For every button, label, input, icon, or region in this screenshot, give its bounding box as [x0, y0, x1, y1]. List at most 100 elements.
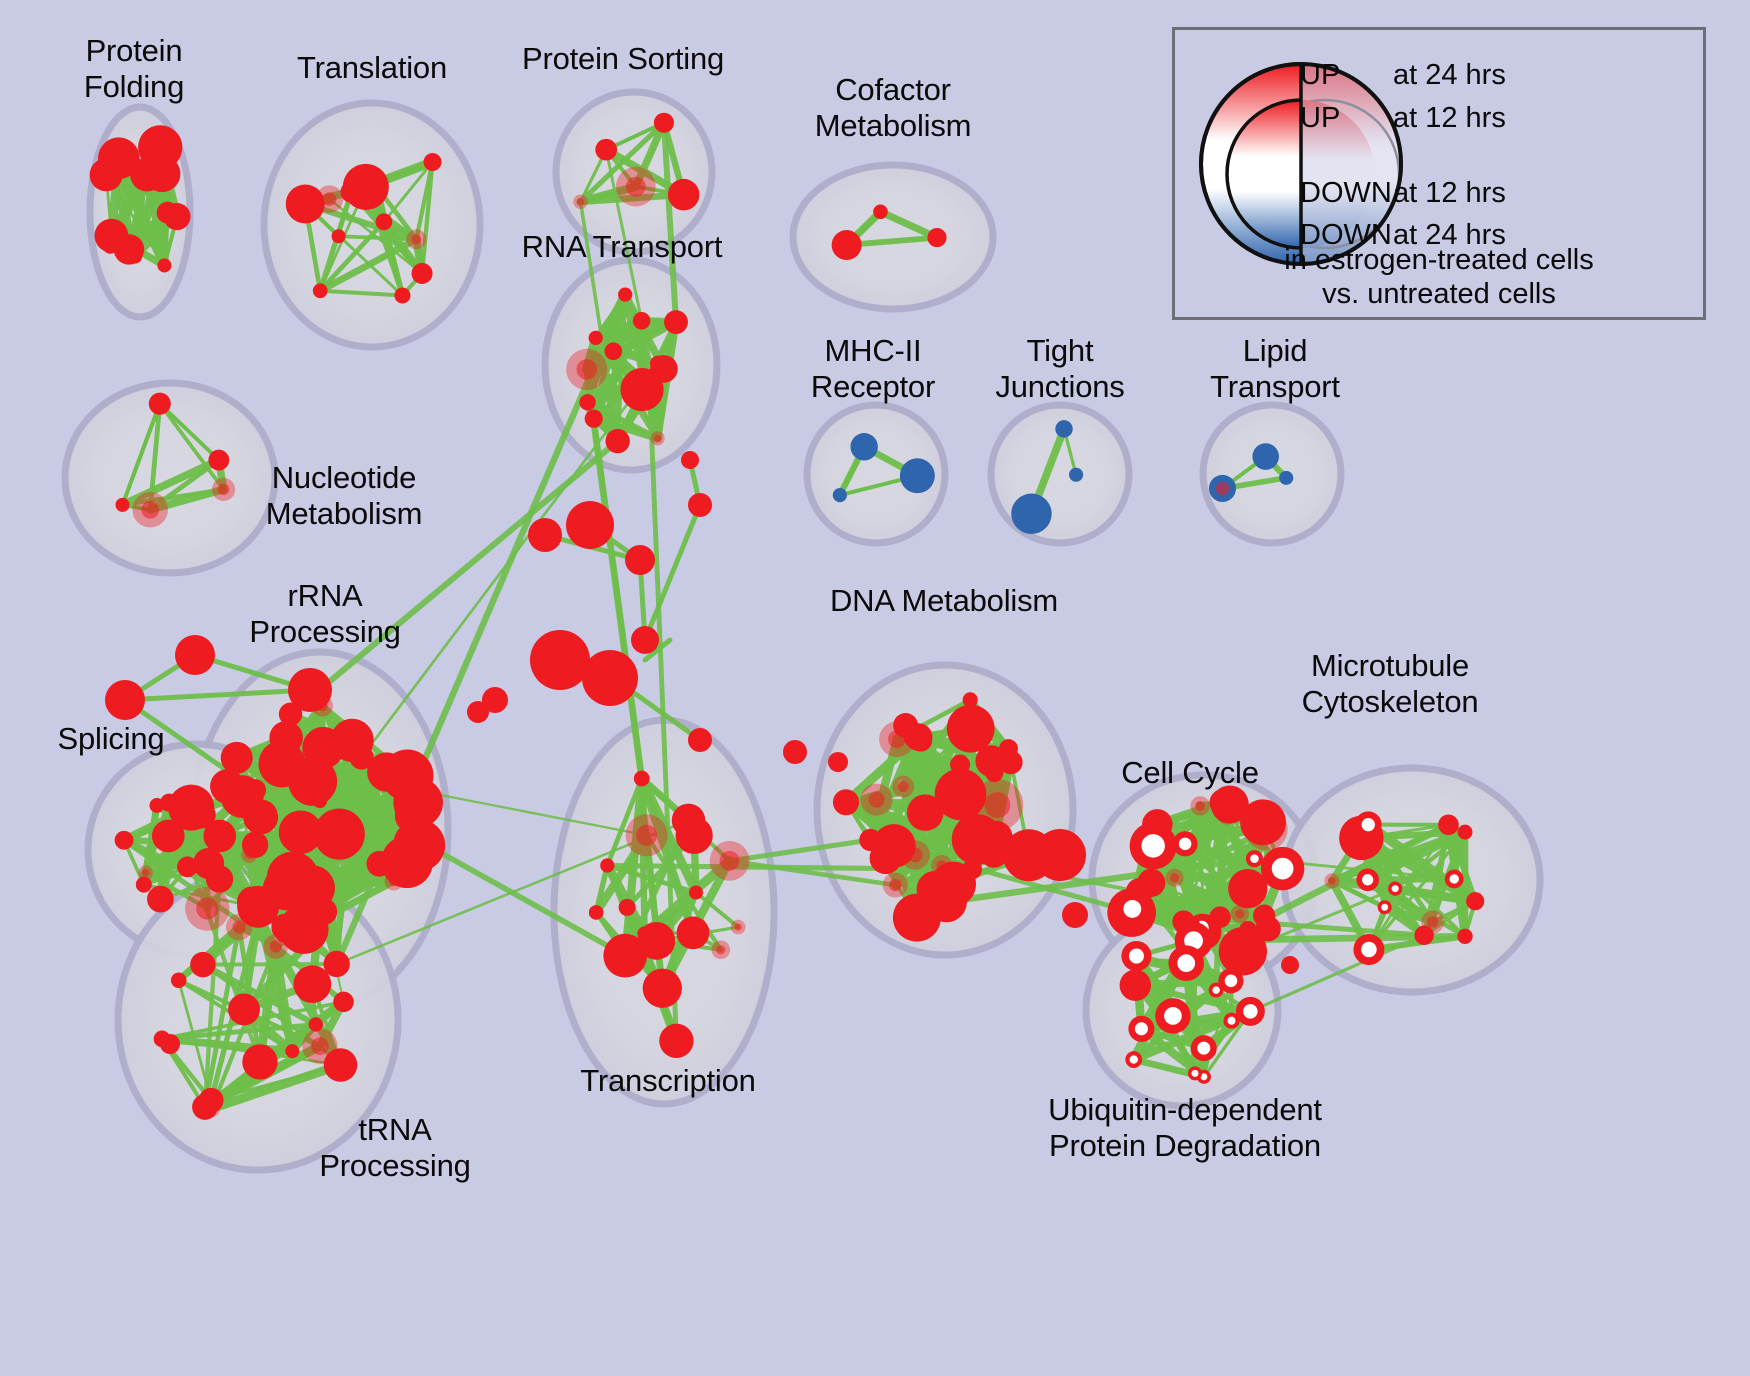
node-inner-disc-12h: [165, 1039, 175, 1049]
gene-node: [1466, 892, 1485, 911]
node-inner-disc-12h: [652, 978, 673, 999]
node-inner-disc-12h: [108, 147, 130, 169]
gene-node: [1125, 1051, 1143, 1068]
gene-node: [288, 756, 338, 806]
node-inner-disc-12h: [338, 996, 349, 1007]
cluster-hull-protein-sorting: [552, 88, 716, 256]
gene-node: [406, 229, 427, 250]
network-edge: [207, 1060, 345, 1114]
node-inner-disc-12h: [1072, 471, 1080, 479]
network-edge: [318, 288, 405, 298]
node-inner-disc-12h: [213, 454, 225, 466]
node-inner-disc-12h: [106, 242, 115, 250]
network-edge: [380, 218, 426, 278]
gene-node: [946, 704, 995, 753]
gene-node: [228, 993, 260, 1026]
node-inner-disc-12h: [936, 891, 957, 913]
node-inner-disc-12h: [302, 974, 322, 994]
gene-node: [1223, 1012, 1240, 1029]
gene-node: [147, 885, 174, 913]
network-edge: [251, 362, 660, 904]
node-inner-disc-12h: [355, 751, 368, 764]
gene-node: [625, 545, 655, 575]
gene-node: [132, 491, 168, 528]
gene-node: [323, 950, 350, 978]
node-inner-disc-12h: [1470, 896, 1480, 906]
gene-node: [375, 213, 393, 231]
node-inner-disc-12h: [376, 762, 397, 782]
gene-node: [595, 138, 618, 161]
node-inner-disc-12h: [632, 552, 648, 568]
node-inner-disc-12h: [1461, 828, 1469, 836]
node-inner-disc-12h: [1259, 449, 1273, 464]
gene-node: [528, 518, 562, 552]
node-inner-disc-12h: [1141, 834, 1165, 858]
node-inner-disc-12h: [839, 237, 855, 253]
gene-node: [904, 723, 933, 751]
node-inner-disc-12h: [1224, 974, 1238, 988]
node-inner-disc-12h: [1227, 1016, 1236, 1025]
node-inner-disc-12h: [115, 690, 135, 710]
node-inner-disc-12h: [472, 706, 484, 718]
gene-node: [1119, 969, 1152, 1001]
node-inner-disc-12h: [1391, 885, 1399, 893]
node-inner-disc-12h: [312, 737, 334, 759]
gene-node: [275, 925, 293, 943]
gene-node: [97, 137, 140, 180]
node-inner-disc-12h: [1212, 986, 1220, 994]
gene-node: [1353, 934, 1385, 966]
gene-node: [102, 238, 119, 254]
network-edge: [578, 199, 620, 443]
node-inner-disc-12h: [1178, 837, 1192, 851]
gene-node: [313, 808, 365, 860]
node-inner-disc-12h: [249, 784, 261, 796]
node-inner-disc-12h: [932, 232, 942, 243]
network-edge: [1195, 801, 1259, 863]
node-inner-disc-12h: [121, 241, 137, 258]
legend-key-down-24: DOWN: [1300, 219, 1392, 251]
gene-node: [1252, 443, 1279, 470]
node-inner-disc-12h: [638, 633, 652, 647]
network-edge: [159, 1021, 319, 1042]
gene-node: [193, 847, 225, 880]
node-inner-disc-12h: [622, 903, 632, 912]
node-inner-disc-12h: [583, 398, 592, 407]
node-inner-disc-12h: [215, 828, 225, 838]
node-inner-disc-12h: [684, 924, 702, 942]
node-inner-disc-12h: [621, 291, 629, 299]
node-inner-disc-12h: [611, 435, 624, 448]
gene-node: [962, 692, 978, 708]
node-inner-disc-12h: [1177, 954, 1196, 973]
node-inner-disc-12h: [1381, 903, 1389, 911]
gene-node: [832, 488, 847, 503]
node-inner-disc-12h: [322, 192, 337, 206]
node-inner-disc-12h: [153, 801, 161, 810]
gene-node: [1208, 982, 1224, 998]
network-edge: [660, 119, 680, 326]
gene-node: [971, 779, 1024, 831]
gene-node: [637, 926, 652, 941]
network-edge: [1445, 821, 1479, 905]
gene-node: [467, 701, 489, 723]
gene-node: [1155, 998, 1191, 1034]
network-edge: [1422, 899, 1477, 938]
network-edge: [335, 819, 690, 966]
network-edge: [157, 401, 226, 492]
node-inner-disc-12h: [685, 455, 695, 465]
gene-node: [783, 740, 807, 764]
gene-node: [604, 342, 623, 361]
node-inner-disc-12h: [268, 880, 281, 893]
node-inner-disc-12h: [916, 803, 935, 822]
node-inner-disc-12h: [1170, 873, 1180, 883]
gene-node: [333, 991, 354, 1013]
network-edge: [280, 762, 648, 837]
network-nodes: [89, 112, 1485, 1120]
node-inner-disc-12h: [248, 838, 262, 852]
node-inner-disc-12h: [416, 268, 428, 279]
gene-node: [1208, 474, 1237, 503]
network-edge: [589, 316, 646, 423]
gene-node: [151, 819, 185, 853]
node-inner-disc-12h: [966, 696, 974, 704]
gene-node: [208, 449, 230, 471]
node-inner-disc-12h: [839, 795, 853, 809]
